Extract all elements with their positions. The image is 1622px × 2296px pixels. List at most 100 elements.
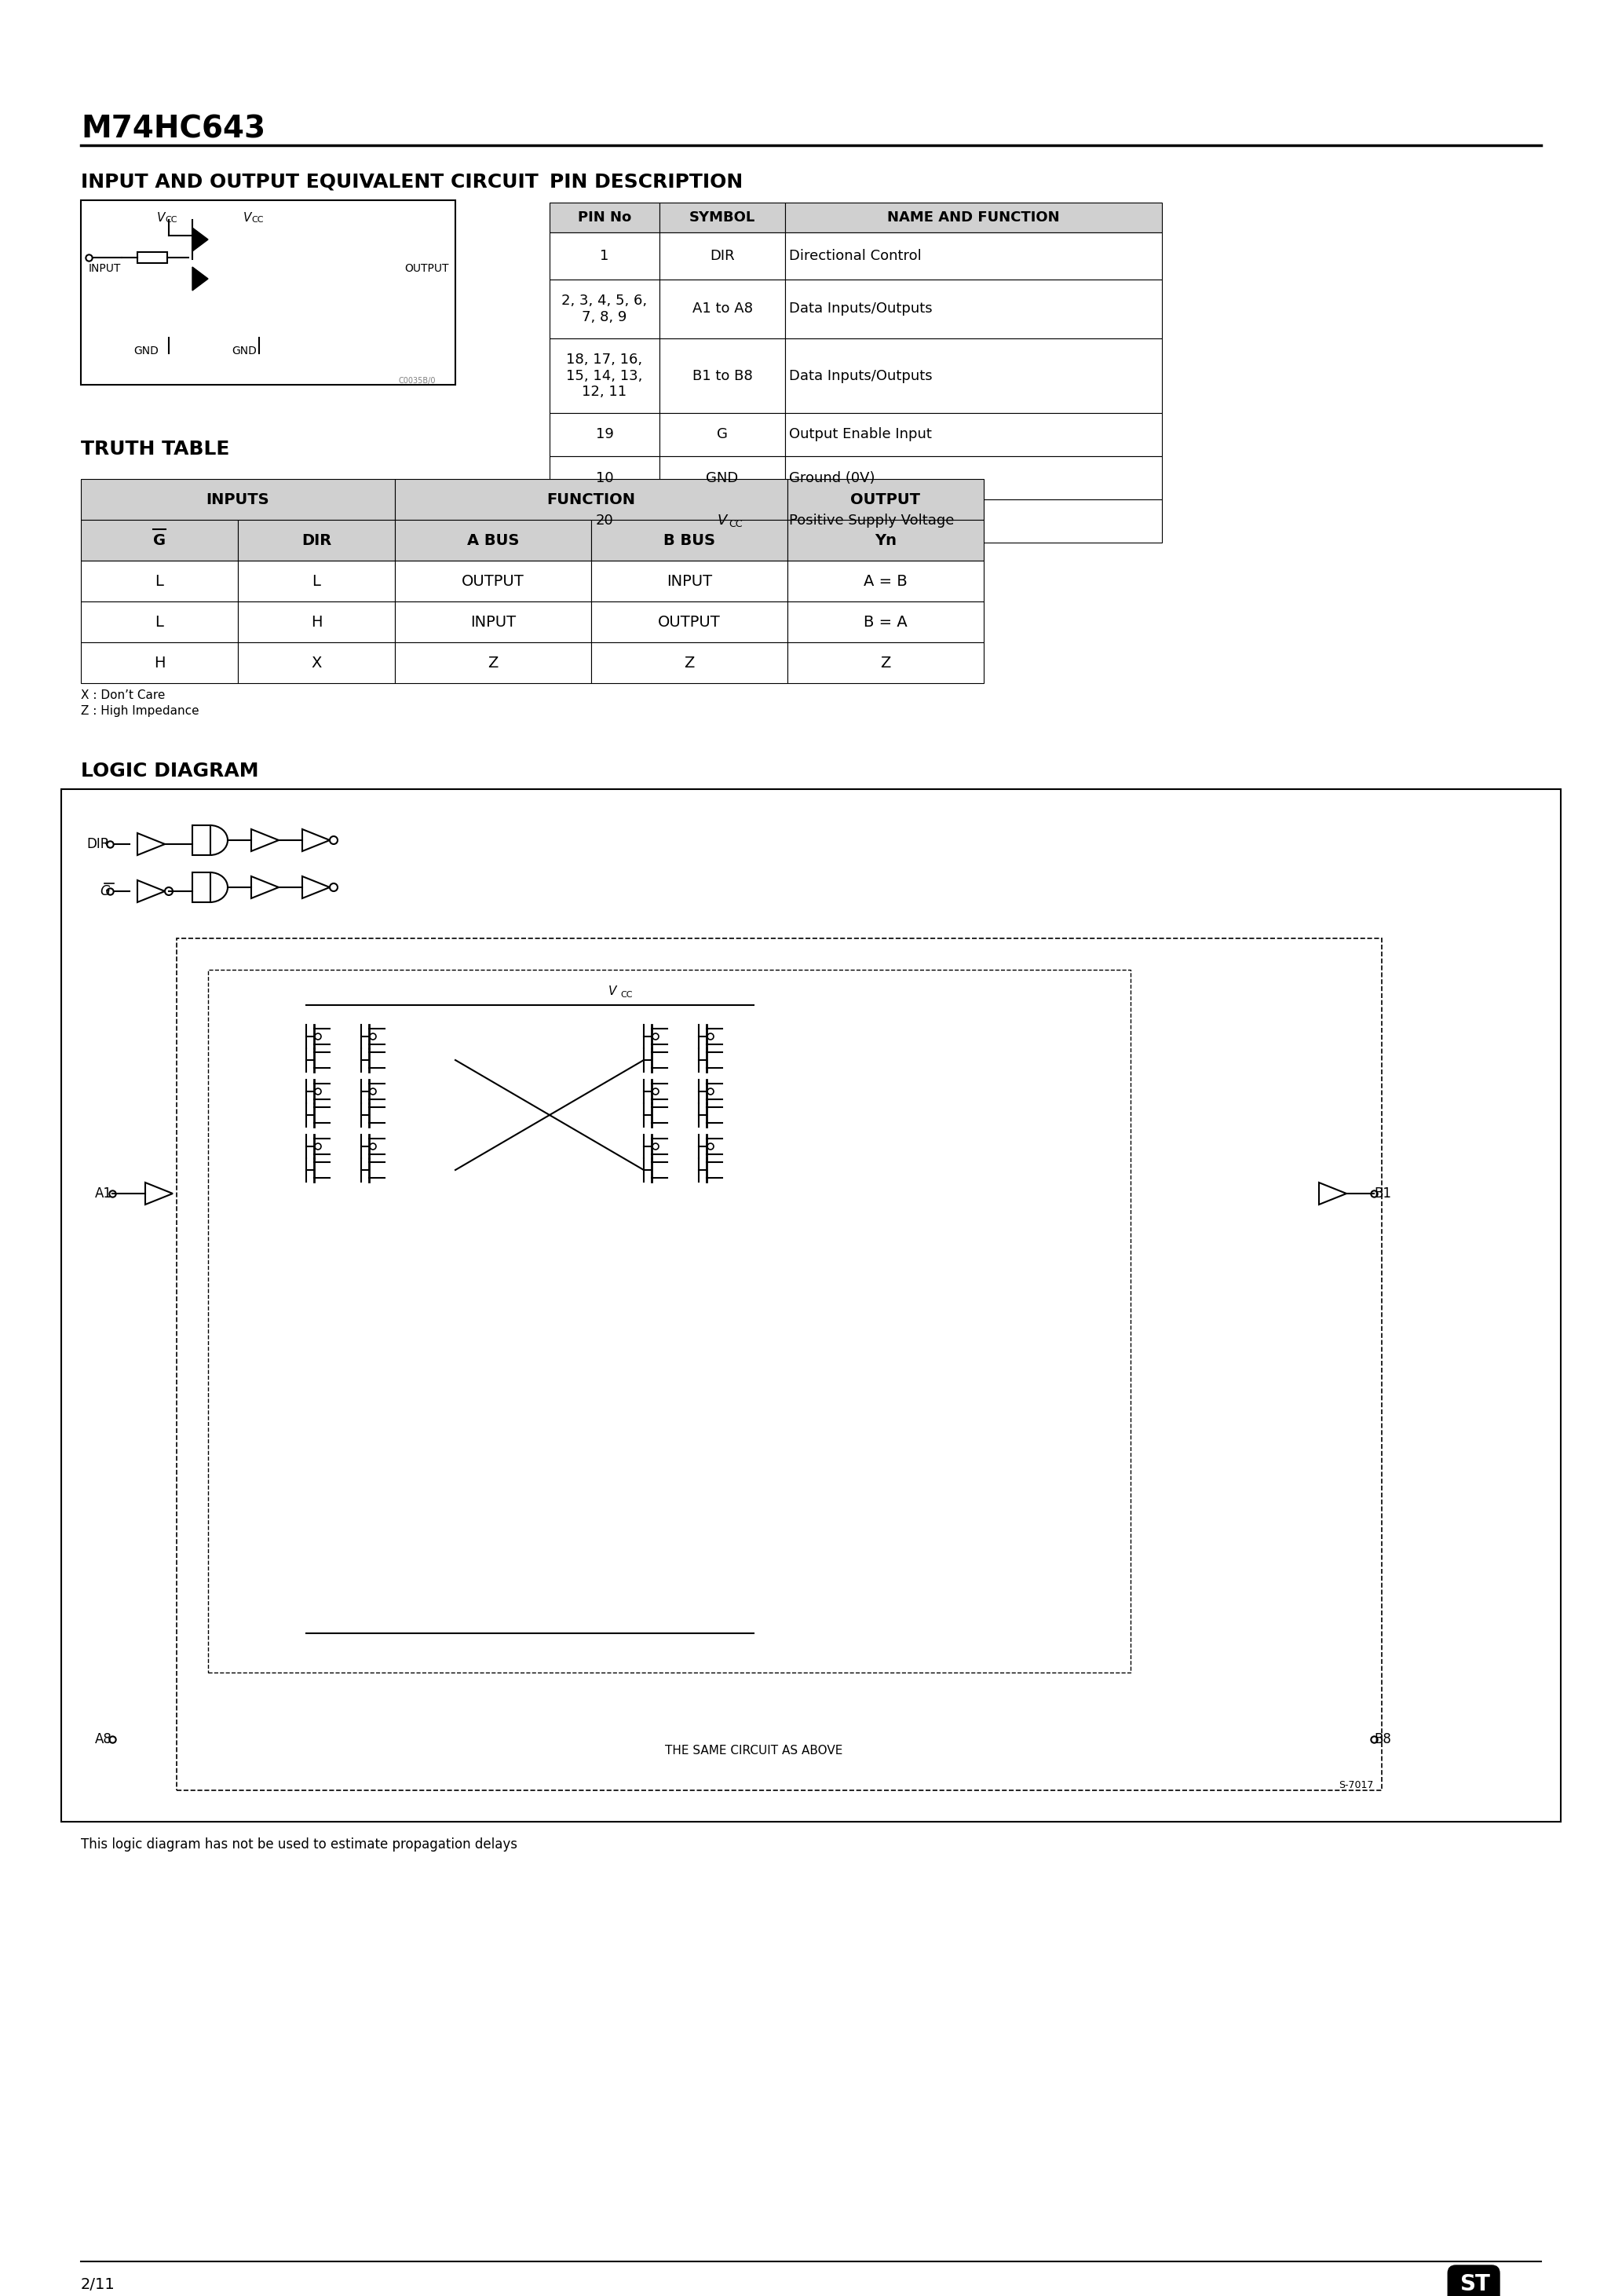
Text: Output Enable Input: Output Enable Input [788,427,931,441]
Polygon shape [193,266,208,292]
Text: V: V [608,985,616,996]
Bar [785,413,1161,457]
Text: M74HC643: M74HC643 [81,115,266,145]
Bar [81,480,394,519]
Text: LOGIC DIAGRAM: LOGIC DIAGRAM [81,762,258,781]
Bar [550,280,660,338]
Text: Z : High Impedance: Z : High Impedance [81,705,200,716]
Bar [660,457,785,501]
Bar [238,560,394,602]
Text: 10: 10 [595,471,613,484]
Text: GND: GND [706,471,738,484]
Bar [660,280,785,338]
Bar [238,602,394,643]
Text: X : Don’t Care: X : Don’t Care [81,689,165,700]
Bar [238,519,394,560]
Bar [660,413,785,457]
Text: 20: 20 [595,514,613,528]
Text: OUTPUT: OUTPUT [404,264,449,273]
Text: CC: CC [620,992,633,999]
Bar [394,480,787,519]
Text: C0035B/0: C0035B/0 [399,377,436,386]
Bar [550,338,660,413]
Text: H: H [154,654,165,670]
Text: B1 to B8: B1 to B8 [693,370,753,383]
Bar [238,643,394,684]
Text: V: V [243,211,251,223]
Text: FUNCTION: FUNCTION [547,491,636,507]
Bar [550,413,660,457]
Text: INPUT AND OUTPUT EQUIVALENT CIRCUIT: INPUT AND OUTPUT EQUIVALENT CIRCUIT [81,172,539,191]
Text: Ground (0V): Ground (0V) [788,471,874,484]
Bar [660,338,785,413]
Text: Yn: Yn [874,533,897,549]
Text: GND: GND [232,344,256,356]
Bar [785,202,1161,232]
Bar [660,232,785,280]
Bar [208,969,1131,1671]
Text: L: L [156,615,164,629]
Bar [785,501,1161,542]
Bar [81,200,456,386]
Text: V: V [157,211,165,223]
Text: OUTPUT: OUTPUT [462,574,524,588]
Bar [660,501,785,542]
Text: CC: CC [251,216,263,223]
Bar [785,280,1161,338]
Text: GND: GND [133,344,159,356]
Bar [550,457,660,501]
Text: Data Inputs/Outputs: Data Inputs/Outputs [788,301,933,317]
Text: CC: CC [165,216,177,223]
Text: $\mathbf{ST}$: $\mathbf{ST}$ [1460,2273,1492,2296]
Bar [785,338,1161,413]
Text: PIN DESCRIPTION: PIN DESCRIPTION [550,172,743,191]
Text: $\mathbf{\mathit{ST}}$: $\mathbf{\mathit{ST}}$ [1457,2273,1492,2296]
Text: DIR: DIR [302,533,331,549]
Text: 2, 3, 4, 5, 6,
7, 8, 9: 2, 3, 4, 5, 6, 7, 8, 9 [561,294,647,324]
Text: A1 to A8: A1 to A8 [693,301,753,317]
Bar [394,560,590,602]
Text: INPUT: INPUT [89,264,122,273]
Text: 1: 1 [600,248,608,264]
Polygon shape [193,227,208,250]
Text: SYMBOL: SYMBOL [689,211,756,225]
Text: B8: B8 [1374,1731,1392,1747]
Text: Positive Supply Voltage: Positive Supply Voltage [788,514,954,528]
Text: OUTPUT: OUTPUT [850,491,921,507]
Text: A8: A8 [96,1731,112,1747]
Bar [394,643,590,684]
Text: THE SAME CIRCUIT AS ABOVE: THE SAME CIRCUIT AS ABOVE [665,1745,842,1756]
Text: INPUT: INPUT [470,615,516,629]
Text: A1: A1 [96,1187,112,1201]
Text: 18, 17, 16,
15, 14, 13,
12, 11: 18, 17, 16, 15, 14, 13, 12, 11 [566,351,642,400]
Text: NAME AND FUNCTION: NAME AND FUNCTION [887,211,1059,225]
Bar [660,202,785,232]
Text: Z: Z [881,654,890,670]
Bar [785,232,1161,280]
Text: G: G [101,884,110,898]
Bar [138,253,167,264]
Bar [550,202,660,232]
Text: H: H [311,615,323,629]
Bar [787,560,983,602]
Text: TRUTH TABLE: TRUTH TABLE [81,441,230,459]
Text: G: G [152,533,165,549]
Text: DIR: DIR [710,248,735,264]
Text: This logic diagram has not be used to estimate propagation delays: This logic diagram has not be used to es… [81,1837,517,1851]
Bar [590,560,787,602]
Bar [787,602,983,643]
Text: G: G [717,427,728,441]
Bar [81,602,238,643]
Text: L: L [311,574,321,588]
Text: OUTPUT: OUTPUT [659,615,720,629]
Text: Z: Z [684,654,694,670]
Text: B = A: B = A [863,615,907,629]
Text: A = B: A = B [863,574,907,588]
Bar [550,501,660,542]
Bar [394,519,590,560]
Text: B1: B1 [1374,1187,1392,1201]
Bar [81,560,238,602]
Text: L: L [156,574,164,588]
Text: INPUT: INPUT [667,574,712,588]
Text: 2/11: 2/11 [81,2278,115,2291]
